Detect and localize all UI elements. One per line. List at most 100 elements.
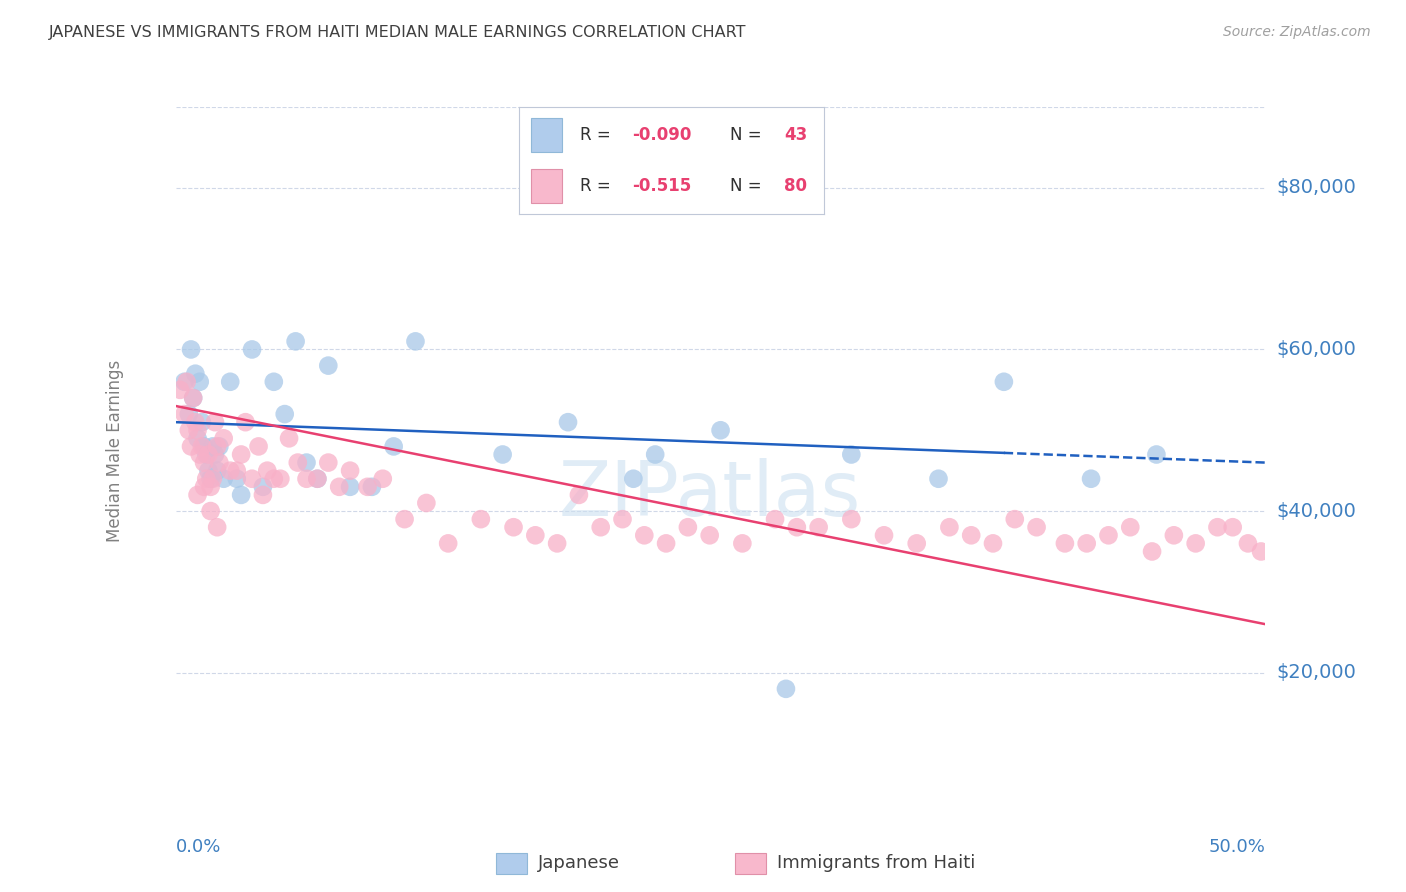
Point — [186, 431, 209, 445]
Point — [1004, 512, 1026, 526]
Point — [186, 488, 209, 502]
Point — [786, 520, 808, 534]
Text: 0.0%: 0.0% — [176, 838, 221, 856]
Point — [405, 334, 427, 349]
Point — [524, 528, 547, 542]
Point — [557, 415, 579, 429]
Point — [197, 464, 219, 478]
Point — [568, 488, 591, 502]
Point — [1237, 536, 1260, 550]
Point — [193, 439, 215, 453]
Text: R =: R = — [581, 126, 616, 144]
Point — [1144, 448, 1167, 462]
Text: N =: N = — [730, 177, 766, 194]
Point — [173, 407, 195, 421]
Text: Median Male Earnings: Median Male Earnings — [105, 359, 124, 541]
Point — [219, 464, 242, 478]
Point — [180, 439, 202, 453]
Point — [644, 448, 666, 462]
Point — [1053, 536, 1076, 550]
Point — [1097, 528, 1119, 542]
Point — [274, 407, 297, 421]
Point — [295, 456, 318, 470]
Point — [180, 343, 202, 357]
Point — [1080, 472, 1102, 486]
Point — [993, 375, 1015, 389]
Point — [235, 415, 257, 429]
Point — [437, 536, 460, 550]
Point — [204, 415, 226, 429]
Point — [184, 367, 207, 381]
Point — [339, 480, 361, 494]
Point — [1140, 544, 1163, 558]
Point — [546, 536, 568, 550]
Point — [256, 464, 278, 478]
Point — [394, 512, 416, 526]
Point — [208, 439, 231, 453]
Text: ZIPatlas: ZIPatlas — [558, 458, 860, 532]
Point — [1206, 520, 1229, 534]
Point — [252, 480, 274, 494]
Point — [307, 472, 329, 486]
Point — [612, 512, 634, 526]
Point — [775, 681, 797, 696]
Point — [807, 520, 830, 534]
Point — [356, 480, 378, 494]
Point — [212, 472, 235, 486]
Point — [186, 423, 209, 437]
Point — [252, 488, 274, 502]
Point — [225, 464, 247, 478]
Point — [981, 536, 1004, 550]
Bar — [531, 169, 562, 202]
Text: -0.090: -0.090 — [631, 126, 692, 144]
Point — [371, 472, 394, 486]
Point — [699, 528, 721, 542]
Point — [307, 472, 329, 486]
Text: 50.0%: 50.0% — [1209, 838, 1265, 856]
Point — [205, 520, 228, 534]
Point — [176, 375, 198, 389]
Point — [278, 431, 301, 445]
Point — [193, 480, 215, 494]
Point — [676, 520, 699, 534]
Text: Source: ZipAtlas.com: Source: ZipAtlas.com — [1223, 25, 1371, 39]
Point — [201, 472, 224, 486]
Point — [621, 472, 644, 486]
Point — [195, 448, 218, 462]
Point — [263, 472, 285, 486]
Point — [184, 415, 207, 429]
Point — [339, 464, 361, 478]
Point — [193, 456, 215, 470]
Point — [1263, 552, 1285, 566]
Point — [905, 536, 928, 550]
Point — [938, 520, 960, 534]
Text: Japanese: Japanese — [537, 855, 620, 872]
Point — [960, 528, 983, 542]
Text: N =: N = — [730, 126, 766, 144]
Point — [212, 431, 235, 445]
Point — [502, 520, 524, 534]
Point — [1076, 536, 1098, 550]
Point — [177, 423, 200, 437]
Point — [177, 407, 200, 421]
Point — [1025, 520, 1047, 534]
Point — [247, 439, 270, 453]
Point — [263, 375, 285, 389]
Point — [470, 512, 492, 526]
Point — [1184, 536, 1206, 550]
Point — [173, 375, 195, 389]
Point — [231, 448, 253, 462]
Point — [240, 343, 263, 357]
Bar — [531, 118, 562, 152]
Point — [382, 439, 405, 453]
Point — [328, 480, 350, 494]
Text: 43: 43 — [785, 126, 807, 144]
Point — [181, 391, 204, 405]
Point — [191, 439, 214, 453]
Text: R =: R = — [581, 177, 616, 194]
Point — [219, 375, 242, 389]
Point — [1163, 528, 1185, 542]
Point — [191, 415, 214, 429]
Point — [1222, 520, 1244, 534]
Point — [188, 375, 211, 389]
